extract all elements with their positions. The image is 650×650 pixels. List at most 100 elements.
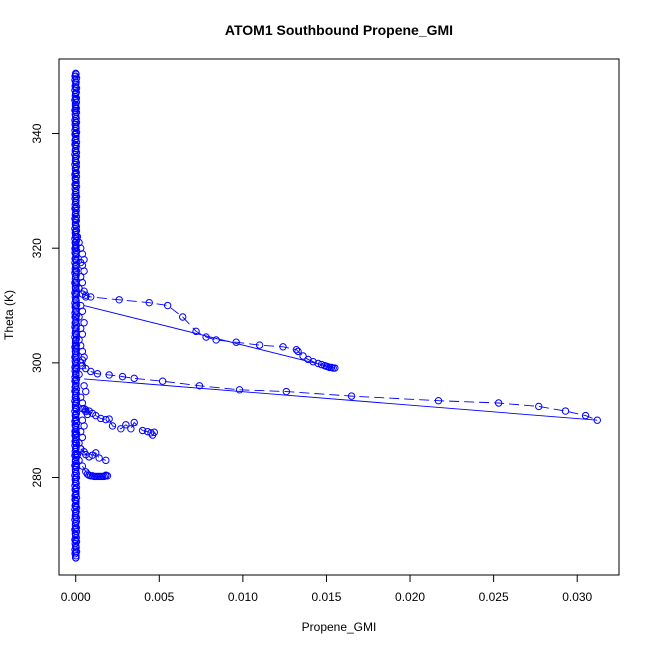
data-point bbox=[72, 215, 80, 224]
data-point bbox=[72, 301, 80, 310]
data-point bbox=[72, 313, 80, 321]
data-point bbox=[72, 336, 80, 344]
data-point bbox=[72, 72, 80, 80]
data-point bbox=[82, 291, 90, 299]
x-tick-label: 0.020 bbox=[395, 590, 425, 604]
data-point bbox=[72, 69, 80, 78]
data-point bbox=[78, 405, 87, 413]
series-2 bbox=[78, 290, 339, 372]
data-point bbox=[72, 175, 80, 184]
data-point bbox=[72, 118, 80, 126]
data-point bbox=[72, 341, 80, 350]
x-tick-label: 0.015 bbox=[311, 590, 341, 604]
data-point bbox=[78, 462, 87, 470]
data-point bbox=[78, 278, 87, 287]
data-point bbox=[72, 204, 80, 212]
data-point bbox=[72, 169, 80, 178]
data-point bbox=[72, 468, 80, 476]
data-point bbox=[105, 415, 113, 423]
data-point bbox=[72, 359, 80, 367]
data-point bbox=[102, 415, 110, 424]
data-point bbox=[75, 370, 83, 379]
y-tick-label: 280 bbox=[30, 467, 44, 487]
data-point bbox=[80, 267, 88, 275]
y-tick-label: 320 bbox=[30, 238, 44, 258]
data-point bbox=[494, 399, 503, 407]
data-point bbox=[72, 519, 80, 528]
y-axis-label: Theta (K) bbox=[2, 290, 16, 340]
data-point bbox=[72, 353, 80, 361]
data-point bbox=[72, 284, 80, 293]
data-point bbox=[299, 352, 307, 360]
data-point bbox=[108, 422, 117, 430]
data-point bbox=[72, 147, 80, 155]
data-point bbox=[158, 377, 167, 385]
data-point bbox=[97, 414, 105, 423]
data-point bbox=[72, 78, 80, 86]
data-point bbox=[235, 386, 244, 394]
data-point bbox=[72, 296, 80, 304]
data-point bbox=[72, 104, 80, 112]
data-point bbox=[72, 473, 80, 482]
data-point bbox=[72, 387, 80, 396]
data-point bbox=[179, 313, 187, 321]
series-line bbox=[82, 293, 335, 369]
data-point bbox=[78, 330, 87, 338]
data-point bbox=[78, 290, 87, 298]
data-point bbox=[279, 343, 287, 351]
x-tick-label: 0.025 bbox=[479, 590, 509, 604]
series-5 bbox=[84, 378, 598, 421]
data-point bbox=[72, 422, 80, 430]
data-point bbox=[72, 101, 80, 109]
data-point bbox=[72, 525, 80, 533]
data-point bbox=[72, 273, 80, 281]
series-line bbox=[82, 465, 108, 477]
data-point bbox=[72, 89, 80, 98]
data-point bbox=[72, 513, 80, 522]
data-point bbox=[72, 112, 80, 121]
data-point bbox=[72, 95, 80, 103]
data-point bbox=[72, 267, 80, 275]
data-point bbox=[102, 456, 110, 465]
data-point bbox=[145, 298, 153, 307]
data-point bbox=[72, 485, 80, 493]
data-point bbox=[535, 402, 543, 411]
x-tick-label: 0.030 bbox=[562, 590, 592, 604]
data-point bbox=[93, 370, 102, 378]
data-point bbox=[82, 387, 90, 396]
plot-frame bbox=[58, 58, 620, 576]
data-point bbox=[82, 406, 90, 414]
data-point bbox=[72, 548, 80, 556]
data-point bbox=[72, 376, 80, 384]
data-point bbox=[115, 296, 123, 304]
data-point bbox=[75, 456, 83, 465]
data-point bbox=[72, 324, 80, 333]
x-axis: 0.000 0.005 0.010 0.015 0.020 0.025 0.030 bbox=[61, 574, 593, 604]
data-point bbox=[72, 141, 80, 149]
data-point bbox=[72, 554, 80, 562]
data-point bbox=[103, 472, 112, 480]
data-point bbox=[72, 508, 80, 516]
data-point bbox=[75, 313, 83, 321]
data-point bbox=[150, 428, 158, 436]
data-layer bbox=[71, 69, 601, 562]
data-point bbox=[72, 164, 80, 172]
data-point bbox=[72, 187, 80, 195]
data-point bbox=[72, 181, 80, 189]
data-point bbox=[347, 392, 356, 400]
data-point bbox=[294, 347, 302, 356]
data-point bbox=[72, 106, 80, 115]
data-point bbox=[78, 307, 87, 315]
y-tick-label: 300 bbox=[30, 353, 44, 373]
data-point bbox=[72, 192, 80, 201]
data-point bbox=[292, 345, 301, 354]
data-point bbox=[72, 439, 80, 447]
data-point bbox=[72, 244, 80, 252]
y-tick-label: 340 bbox=[30, 123, 44, 143]
data-point bbox=[95, 454, 103, 462]
data-point bbox=[72, 152, 80, 161]
data-point bbox=[72, 502, 80, 510]
data-point bbox=[72, 479, 80, 487]
data-point bbox=[72, 427, 80, 436]
